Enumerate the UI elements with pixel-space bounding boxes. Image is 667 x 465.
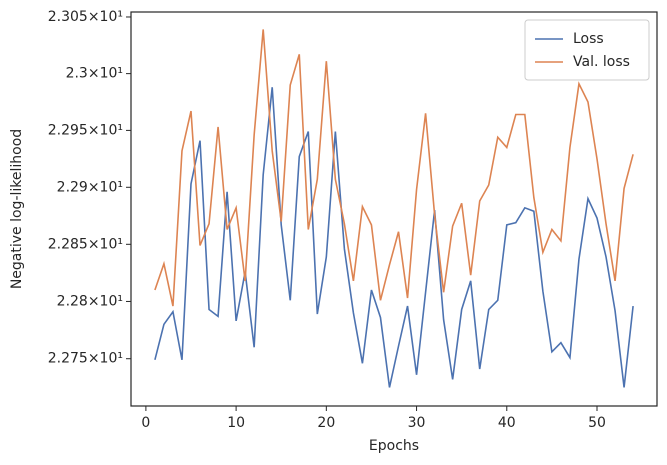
legend-box xyxy=(524,19,650,81)
legend-label: Loss xyxy=(573,31,604,47)
y-tick-label: 2.28×10¹ xyxy=(57,293,123,309)
y-tick-label: 2.285×10¹ xyxy=(48,236,123,252)
x-tick-label: 40 xyxy=(498,415,516,431)
y-tick-label: 2.29×10¹ xyxy=(57,179,123,195)
legend-label: Val. loss xyxy=(573,54,630,70)
y-tick-label: 2.295×10¹ xyxy=(48,122,123,138)
y-tick-label: 2.305×10¹ xyxy=(48,9,123,25)
x-tick-label: 10 xyxy=(227,415,245,431)
plot-frame xyxy=(130,11,658,407)
series-line xyxy=(154,29,634,307)
x-tick-label: 0 xyxy=(141,415,150,431)
y-tick-label: 2.3×10¹ xyxy=(66,66,123,82)
y-axis-label: Negative log-likelihood xyxy=(9,129,25,289)
x-tick-label: 30 xyxy=(408,415,426,431)
series-line xyxy=(154,87,634,388)
x-axis-label: Epochs xyxy=(369,438,419,454)
x-tick-label: 20 xyxy=(317,415,335,431)
y-tick-label: 2.275×10¹ xyxy=(48,351,123,367)
x-tick-label: 50 xyxy=(588,415,606,431)
